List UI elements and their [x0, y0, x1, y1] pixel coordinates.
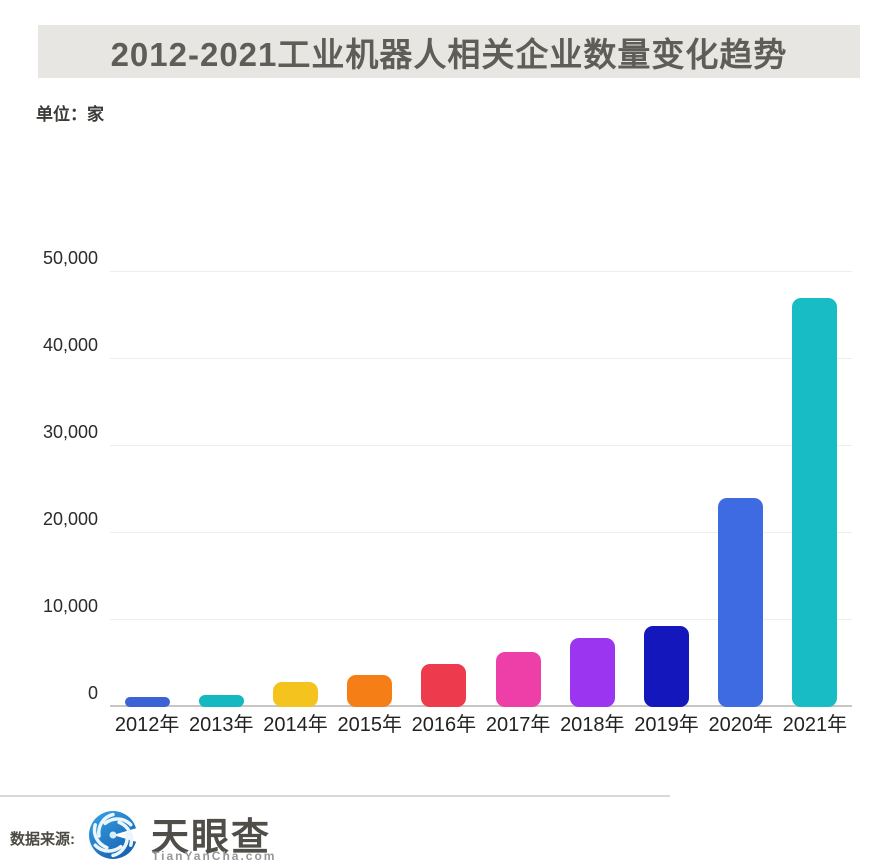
y-tick-label: 40,000	[42, 335, 98, 355]
bar-chart-plot-area	[110, 271, 852, 707]
x-tick-label: 2020年	[708, 714, 773, 736]
bar-column-2020年: 2020年	[704, 272, 778, 739]
y-tick-label: 50,000	[42, 248, 98, 268]
bar-2020年	[718, 498, 764, 707]
x-tick-label: 2021年	[782, 714, 848, 736]
x-tick-label: 2019年	[634, 714, 699, 736]
x-tick-label: 2016年	[411, 714, 477, 736]
gridline	[110, 445, 852, 446]
bar-2021年	[792, 298, 838, 707]
bar-column-2018年: 2018年	[555, 272, 629, 739]
bar-2014年	[273, 682, 318, 707]
bar-column-2019年: 2019年	[629, 272, 703, 739]
x-tick-label: 2014年	[263, 714, 328, 736]
footer-divider	[0, 795, 670, 797]
bar-column-2014年: 2014年	[258, 272, 332, 739]
x-tick-label: 2012年	[114, 714, 180, 736]
bar-2013年	[198, 695, 244, 707]
x-axis-line	[110, 705, 852, 707]
y-tick-label: 10,000	[42, 596, 98, 616]
bar-2018年	[569, 638, 615, 707]
tianyancha-aperture-logo-icon	[89, 811, 138, 859]
y-axis-tick-labels: 0 10,000 20,000 30,000 40,000 50,000	[0, 248, 98, 707]
bar-column-2016年: 2016年	[407, 272, 481, 739]
gridline	[110, 271, 852, 272]
x-tick-label: 2015年	[337, 714, 402, 736]
x-tick-label: 2017年	[485, 714, 551, 736]
bar-2015年	[347, 675, 393, 707]
tianyancha-brand-name: 天眼查	[151, 817, 272, 859]
data-source-label: 数据来源:	[10, 831, 75, 848]
x-tick-label: 2013年	[189, 714, 254, 736]
unit-label: 单位：家	[36, 105, 104, 124]
gridline	[110, 619, 852, 620]
gridline	[110, 532, 852, 533]
bar-column-2017年: 2017年	[481, 272, 555, 739]
bar-chart-columns: 2012年 2013年 2014年 2015年 2016年 2017年 2018年 2019年…	[110, 272, 852, 739]
bar-2019年	[644, 626, 690, 707]
bar-column-2012年: 2012年	[110, 272, 184, 739]
bar-2017年	[495, 652, 541, 707]
y-tick-label: 30,000	[42, 422, 98, 442]
chart-title-banner: 2012-2021工业机器人相关企业数量变化趋势	[38, 25, 860, 78]
y-tick-label: 0	[87, 683, 98, 703]
x-tick-label: 2018年	[560, 714, 625, 736]
y-tick-label: 20,000	[42, 509, 98, 529]
page-title: 2012-2021工业机器人相关企业数量变化趋势	[110, 35, 788, 73]
bar-2016年	[421, 664, 467, 707]
bar-column-2021年: 2021年	[778, 272, 852, 739]
bar-2012年	[124, 697, 170, 707]
gridline	[110, 358, 852, 359]
tianyancha-brand-url: TianYanCha.com	[152, 849, 277, 863]
bar-column-2015年: 2015年	[333, 272, 407, 739]
bar-column-2013年: 2013年	[184, 272, 258, 739]
